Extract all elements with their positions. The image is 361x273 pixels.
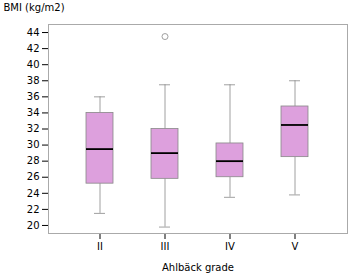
svg-text:24: 24 — [27, 188, 40, 199]
svg-text:42: 42 — [27, 43, 40, 54]
svg-text:26: 26 — [27, 171, 40, 182]
svg-text:IV: IV — [225, 241, 235, 252]
svg-text:BMI (kg/m2): BMI (kg/m2) — [4, 2, 65, 13]
svg-text:20: 20 — [27, 220, 40, 231]
svg-text:22: 22 — [27, 204, 40, 215]
svg-text:44: 44 — [27, 27, 40, 38]
svg-text:II: II — [97, 241, 103, 252]
svg-text:V: V — [292, 241, 299, 252]
svg-text:32: 32 — [27, 123, 40, 134]
svg-text:36: 36 — [27, 91, 40, 102]
svg-text:34: 34 — [27, 107, 40, 118]
svg-text:40: 40 — [27, 59, 40, 70]
svg-text:Ahlbäck grade: Ahlbäck grade — [162, 262, 234, 273]
svg-text:III: III — [161, 241, 170, 252]
svg-text:28: 28 — [27, 155, 40, 166]
svg-text:30: 30 — [27, 139, 40, 150]
svg-text:38: 38 — [27, 75, 40, 86]
